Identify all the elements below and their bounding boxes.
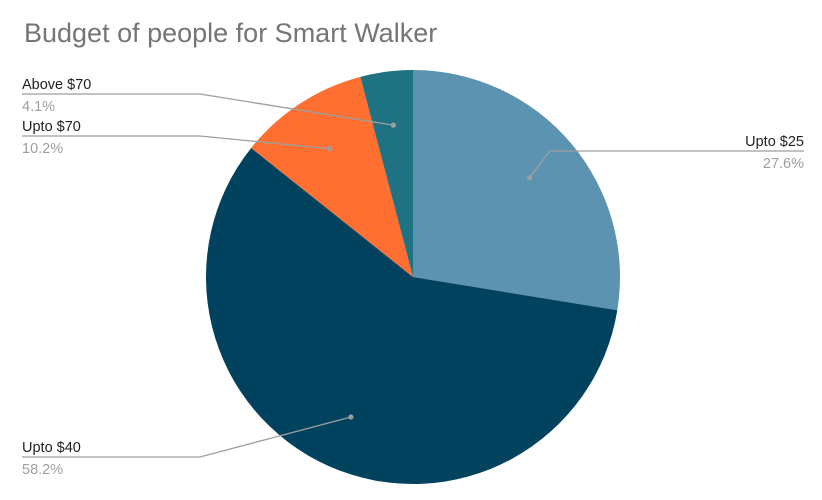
pie-callouts: Upto $25 27.6% Upto $40 58.2% Upto $70 10.2% A… [22, 77, 804, 478]
pie-slices [205, 70, 620, 485]
chart-title: Budget of people for Smart Walker [24, 18, 438, 48]
slice-label-upto-25: Upto $25 [745, 134, 804, 150]
callout-line-above-70 [22, 93, 394, 126]
slice-label-above-70: Above $70 [22, 77, 91, 93]
callout-line-upto-70 [22, 135, 330, 150]
pie-slice-upto-40[interactable] [205, 147, 618, 485]
pie-slice-upto-25[interactable] [413, 70, 620, 311]
callout-dot-upto-40 [348, 414, 354, 420]
callout-line-upto-40 [22, 416, 352, 458]
callout-dot-above-70 [390, 122, 396, 128]
slice-percent-upto-25: 27.6% [763, 156, 804, 172]
callout-line-upto-25 [529, 150, 804, 179]
callout-dot-upto-25 [527, 175, 533, 181]
slice-percent-upto-40: 58.2% [22, 462, 63, 478]
pie-slice-upto-70[interactable] [251, 76, 413, 277]
callout-dot-upto-70 [326, 146, 332, 152]
slice-label-upto-40: Upto $40 [22, 440, 81, 456]
slice-percent-upto-70: 10.2% [22, 141, 63, 157]
slice-percent-above-70: 4.1% [22, 99, 55, 115]
slice-label-upto-70: Upto $70 [22, 119, 81, 135]
